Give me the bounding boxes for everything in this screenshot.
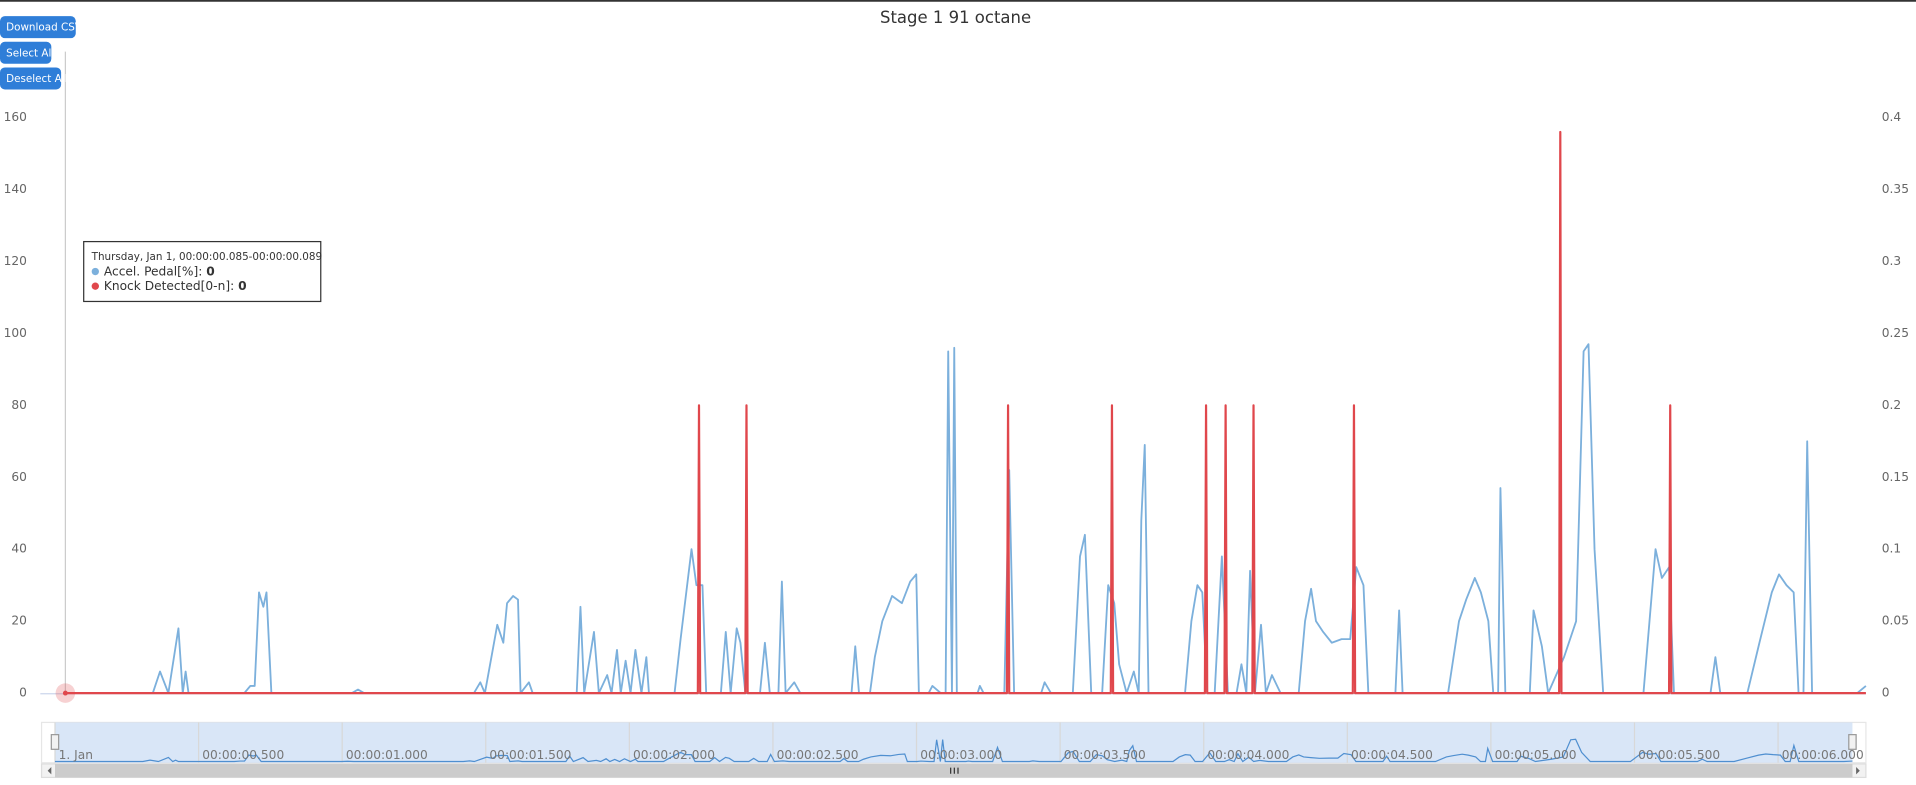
y2-tick-label: 0.4 [1882, 110, 1902, 124]
tooltip-label: Knock Detected[0-n]: 0 [104, 279, 247, 293]
tooltip-value: 0 [206, 264, 215, 278]
y2-tick-label: 0.3 [1882, 254, 1901, 268]
chart-title: Stage 1 91 octane [880, 8, 1031, 27]
navigator-handle[interactable] [1848, 734, 1857, 750]
series-line [64, 130, 1866, 695]
y2-tick-label: 0.25 [1882, 326, 1909, 340]
button-label[interactable]: Download CSV [6, 22, 83, 34]
navigator-mask[interactable] [54, 722, 1853, 763]
x-tick-label: 00:00:05.500 [1638, 748, 1720, 762]
x-tick-label: 00:00:04.000 [1207, 748, 1289, 762]
y-tick-label: 120 [4, 254, 27, 268]
button[interactable] [0, 41, 52, 64]
x-tick-label: 00:00:03.000 [920, 748, 1002, 762]
button[interactable] [0, 16, 76, 39]
y-tick-label: 0 [19, 686, 27, 700]
y2-tick-label: 0.15 [1882, 470, 1909, 484]
x-tick-label: 1. Jan [59, 748, 93, 762]
x-tick-label: 00:00:02.500 [777, 748, 859, 762]
y-tick-label: 140 [4, 182, 27, 196]
scrollbar-grip [950, 767, 959, 774]
button-group: Download CSV Select All Deselect All [0, 16, 83, 90]
y2-tick-label: 0 [1882, 686, 1890, 700]
tooltip-label: Accel. Pedal[%]: 0 [104, 264, 215, 278]
tooltip-label: Knock Detected[0-n]: [104, 279, 234, 293]
button[interactable] [0, 67, 62, 90]
tooltip-header: Thursday, Jan 1, 00:00:00.085-00:00:00.0… [91, 251, 322, 263]
x-tick-label: 00:00:03.500 [1064, 748, 1146, 762]
x-tick-label: 00:00:01.000 [346, 748, 428, 762]
x-tick-label: 00:00:05.000 [1495, 748, 1577, 762]
y-tick-label: 80 [11, 398, 27, 412]
series-line [64, 343, 1867, 695]
x-tick-label: 00:00:02.000 [633, 748, 715, 762]
y-tick-label: 60 [11, 470, 27, 484]
x-tick-label: 00:00:06.000 [1782, 748, 1864, 762]
navigator-handle[interactable] [50, 734, 60, 750]
y2-tick-label: 0.1 [1882, 542, 1901, 556]
navigator-series [54, 738, 1853, 763]
tooltip-value: 0 [238, 279, 247, 293]
y-tick-label: 20 [11, 614, 27, 628]
y2-tick-label: 0.05 [1882, 614, 1909, 628]
tooltip-dot [91, 267, 99, 276]
tooltip-label: Accel. Pedal[%]: [104, 264, 202, 278]
x-tick-label: 00:00:04.500 [1351, 748, 1433, 762]
x-tick-label: 00:00:00.500 [202, 748, 284, 762]
plot-area: 0 20 40 60 80 100 120 140 160 0 0.05 0.1 0.15 0.2 0.25… [4, 110, 1909, 700]
tooltip-dot [91, 282, 99, 290]
x-tick-label: 00:00:01.500 [489, 748, 571, 762]
button-label[interactable]: Select All [6, 47, 54, 59]
y2-tick-label: 0.35 [1882, 182, 1909, 196]
tooltip-box [83, 240, 322, 303]
hover-marker [62, 690, 68, 696]
tooltip: Thursday, Jan 1, 00:00:00.085-00:00:00.0… [83, 240, 322, 303]
navigator: 1. Jan 00:00:00.500 00:00:01.000 00:00:01.5… [40, 721, 1867, 779]
y-tick-label: 100 [4, 326, 27, 340]
button-label[interactable]: Deselect All [6, 73, 67, 85]
y2-tick-label: 0.2 [1882, 398, 1901, 412]
y-tick-label: 40 [11, 542, 27, 556]
y-tick-label: 160 [4, 110, 27, 124]
